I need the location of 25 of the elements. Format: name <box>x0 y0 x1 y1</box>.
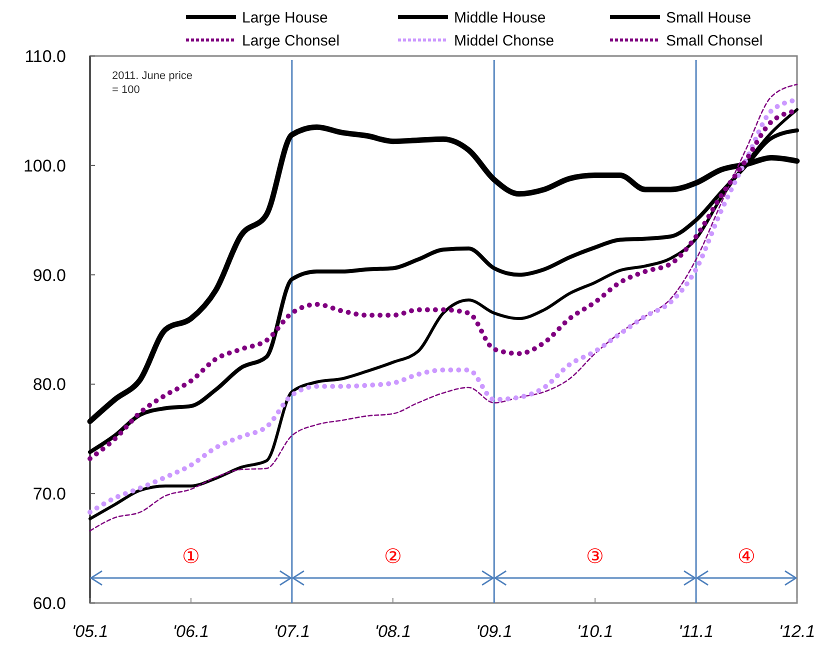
legend-label: Middle House <box>454 9 546 26</box>
annotation: ③ <box>586 546 604 568</box>
x-tick-label: '10.1 <box>576 622 614 641</box>
y-tick-label: 80.0 <box>32 375 66 394</box>
annotation: ② <box>384 546 402 568</box>
x-tick-label: '11.1 <box>678 622 714 641</box>
x-tick-label: '05.1 <box>72 622 108 641</box>
legend-label: Middel Chonse <box>454 32 554 50</box>
annotation: ④ <box>738 546 756 568</box>
x-tick-label: '09.1 <box>476 622 512 641</box>
y-tick-label: 70.0 <box>32 484 66 504</box>
legend-label: Large House <box>242 9 328 26</box>
x-tick-label: '07.1 <box>274 622 310 641</box>
y-tick-label: 100.0 <box>23 156 66 176</box>
legend-label: Large Chonsel <box>242 32 340 50</box>
legend-label: Small Chonsel <box>666 32 763 50</box>
annotation: 2011. June price = 100 <box>112 70 193 96</box>
x-tick-label: '06.1 <box>172 622 210 641</box>
y-tick-label: 110.0 <box>24 46 66 66</box>
x-tick-label: '08.1 <box>374 622 412 641</box>
annotation: ① <box>182 546 200 568</box>
y-tick-label: 90.0 <box>32 266 66 285</box>
legend-label: Small House <box>666 9 752 26</box>
y-tick-label: 60.0 <box>32 594 66 613</box>
x-tick-label: '12.1 <box>778 622 816 641</box>
